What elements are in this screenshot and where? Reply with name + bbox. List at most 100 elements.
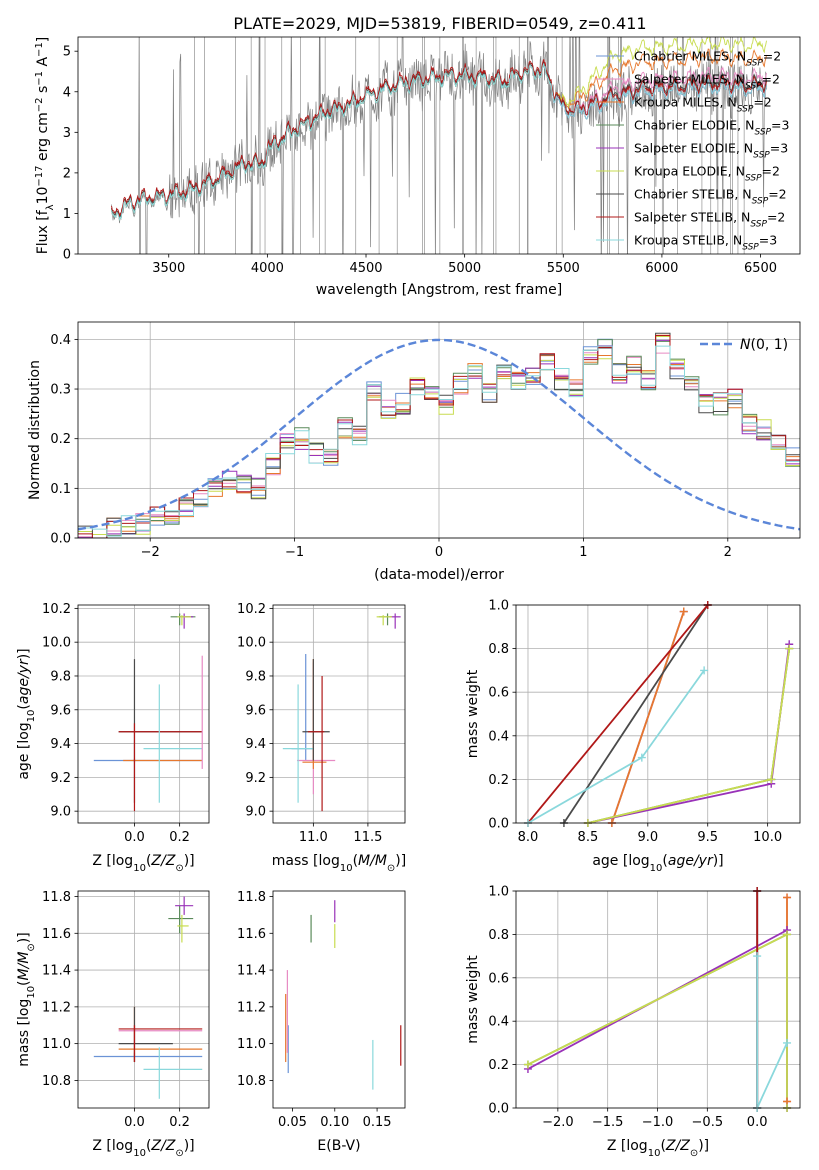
legend-label-part: Salpeter ELODIE, N: [634, 141, 753, 156]
y-axis-label: age [log10(age/yr)]: [16, 648, 37, 779]
y-axis-label: Flux [fλ10−17 erg cm−2 s−1 A−1]: [34, 37, 56, 255]
label-part: Z/Z: [665, 1138, 690, 1154]
label-part: −2: [34, 97, 45, 112]
axes-frame: [77, 604, 210, 824]
weight-marker: [783, 930, 792, 939]
axes-frame: [272, 890, 406, 1109]
legend-label-part: =2: [762, 164, 780, 179]
x-axis-label: age [log10(age/yr)]: [592, 853, 723, 874]
y-tick-label: 9.4: [245, 737, 266, 752]
y-tick-label: 0.8: [488, 642, 509, 657]
panel-spectrum: 3500 4000 4500 5000 5500 6000 6500 0 1 2 3 4 5 wavele…: [34, 36, 801, 298]
label-part: erg cm: [35, 112, 51, 165]
x-axis-label: Z [log10(Z/Z⊙)]: [607, 1138, 709, 1159]
residual-histogram: [78, 339, 800, 538]
label-part: (: [660, 1138, 665, 1154]
y-tick-label: 9.4: [50, 737, 71, 752]
legend-label-part: Kroupa MILES, N: [634, 95, 737, 110]
label-part: Z/Z: [150, 1138, 175, 1154]
legend-label-part: Chabrier MILES, N: [634, 49, 746, 64]
label-part: age/yr: [16, 658, 32, 704]
legend-label-part: Chabrier ELODIE, N: [634, 118, 754, 133]
x-tick-label: 8.0: [518, 830, 539, 845]
normal-curve: [78, 338, 800, 531]
weight-line: [611, 611, 685, 823]
legend-label-part: SSP: [746, 59, 763, 69]
label-part: )]: [16, 648, 32, 659]
y-tick-label: 3: [63, 126, 71, 141]
weight-line: [563, 605, 709, 823]
panel-age-vs-mass: 11.0 11.5 9.0 9.2 9.4 9.6 9.8 10.0 10.2 mass [log…: [237, 602, 406, 874]
legend-label-part: =3: [770, 141, 788, 156]
label-part: )]: [395, 853, 406, 869]
y-tick-label: 0.0: [50, 532, 71, 547]
legend-label-part: SSP: [745, 82, 762, 92]
y-tick-label: 0.2: [488, 773, 509, 788]
y-tick-label: 10.8: [237, 1074, 266, 1089]
legend-label-part: =2: [763, 49, 781, 64]
x-tick-label: 1: [579, 545, 587, 560]
x-axis-label: Z [log10(Z/Z⊙)]: [92, 853, 194, 874]
legend-label: Chabrier STELIB, NSSP=2: [634, 187, 787, 207]
y-tick-label: 0.0: [488, 817, 509, 832]
y-axis-label: mass [log10(M/M⊙)]: [16, 932, 37, 1066]
axes-frame: [77, 890, 210, 1109]
legend-label-part: SSP: [742, 243, 759, 253]
y-tick-label: 9.0: [50, 805, 71, 820]
label-part: )]: [184, 1138, 195, 1154]
x-axis-label: wavelength [Angstrom, rest frame]: [316, 282, 562, 298]
label-part: 10: [133, 1148, 146, 1159]
residual-histogram: [78, 335, 800, 538]
label-part: (: [16, 704, 32, 709]
label-part: 10: [26, 710, 37, 723]
x-tick-label: 0.15: [363, 1115, 392, 1130]
x-tick-label: 0.10: [320, 1115, 349, 1130]
legend-label-part: Salpeter MILES, N: [634, 72, 745, 87]
x-tick-label: −1.5: [592, 1115, 624, 1130]
legend-label-part: Salpeter STELIB, N: [634, 210, 750, 225]
label-part: )]: [713, 853, 724, 869]
grid: [78, 322, 800, 539]
y-tick-label: 11.8: [237, 890, 266, 905]
panel-mass-vs-extinction: 0.05 0.10 0.15 10.8 11.0 11.2 11.4 11.6 11.8 E(B-…: [237, 890, 406, 1154]
y-tick-label: 0.4: [488, 729, 509, 744]
grid: [78, 605, 209, 823]
weight-marker: [783, 1038, 792, 1047]
x-tick-label: 5000: [448, 261, 481, 276]
residual-histogram: [78, 335, 800, 538]
observed-spectrum: [111, 37, 767, 254]
legend-label-part: =3: [771, 118, 789, 133]
label-part: −1: [34, 42, 45, 57]
legend-label-part: =2: [767, 210, 785, 225]
y-tick-label: 10.2: [237, 602, 266, 617]
y-tick-label: 10.2: [42, 602, 71, 617]
label-part: age [log: [16, 722, 32, 779]
legend-label-part: Kroupa STELIB, N: [634, 233, 742, 248]
x-tick-label: 0.2: [169, 830, 190, 845]
y-tick-label: 11.2: [42, 1000, 71, 1015]
y-tick-label: 9.2: [50, 771, 71, 786]
label-part: age/yr: [668, 853, 714, 869]
weight-marker: [637, 753, 646, 762]
plot-area: [282, 613, 401, 812]
x-tick-label: 0: [435, 545, 443, 560]
y-tick-label: 0.0: [488, 1102, 509, 1117]
x-tick-label: 4500: [349, 261, 382, 276]
legend-label-part: Kroupa ELODIE, N: [634, 164, 745, 179]
axes-frame: [77, 36, 801, 255]
label-part: Flux [f: [35, 209, 51, 254]
y-axis-label: Normed distribution: [27, 360, 43, 500]
y-tick-label: 0.8: [488, 928, 509, 943]
plot-area: [78, 332, 800, 538]
plot-area: [527, 605, 791, 823]
legend-label: Chabrier ELODIE, NSSP=3: [634, 118, 789, 138]
grid: [78, 891, 209, 1108]
y-tick-label: 1.0: [488, 599, 509, 614]
x-tick-label: −1.0: [642, 1115, 674, 1130]
panel-mass-vs-metallicity: 0.0 0.210.811.011.211.411.611.8Z [log10(Z…: [16, 890, 210, 1159]
legend-label: Kroupa STELIB, NSSP=3: [634, 233, 777, 253]
label-part: A: [35, 57, 51, 71]
label-part: 10: [648, 1148, 661, 1159]
legend-label-part: SSP: [754, 128, 771, 138]
y-axis-label: mass weight: [465, 955, 481, 1044]
